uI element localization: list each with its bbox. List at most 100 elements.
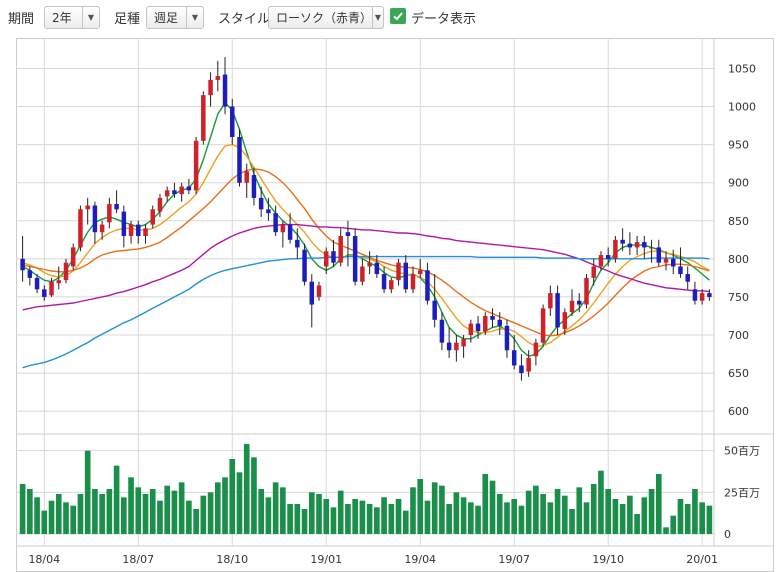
down-candle <box>331 251 336 263</box>
volume-bar <box>193 509 199 534</box>
time-tick-label: 18/10 <box>216 553 248 566</box>
down-candle <box>446 342 452 351</box>
price-tick-label: 1000 <box>728 101 756 114</box>
down-candle <box>504 325 510 351</box>
down-candle <box>114 204 119 210</box>
up-candle <box>562 312 568 329</box>
volume-bar <box>316 494 322 534</box>
period-label: 期間 <box>8 12 35 27</box>
up-candle <box>179 186 184 195</box>
volume-bar <box>287 504 293 534</box>
volume-bar <box>511 499 518 534</box>
down-candle <box>258 197 264 210</box>
down-candle <box>642 242 647 248</box>
up-candle <box>634 242 640 248</box>
volume-bar <box>229 459 236 534</box>
volume-bar <box>200 495 207 534</box>
volume-bar <box>395 499 402 534</box>
down-candle <box>172 190 177 195</box>
volume-tick-label: 50百万 <box>724 445 760 458</box>
volume-bar <box>569 509 575 534</box>
up-candle <box>417 270 423 275</box>
down-candle <box>352 236 358 282</box>
up-candle <box>78 209 83 248</box>
chart-area[interactable]: 1050 1000 950 900 850 800 750 700 650 600 50百万 25百万… <box>16 38 774 572</box>
volume-bar <box>475 505 481 534</box>
volume-bar <box>460 497 467 534</box>
up-candle <box>157 197 163 212</box>
volume-bar <box>634 514 640 534</box>
down-candle <box>425 270 430 301</box>
time-tick-label: 19/04 <box>404 553 436 566</box>
up-candle <box>201 95 206 141</box>
down-candle <box>287 224 293 240</box>
volume-bar <box>648 489 655 534</box>
down-candle <box>42 289 47 297</box>
volume-bar <box>330 507 337 534</box>
candle-type-label: 足種 <box>114 12 141 27</box>
down-candle <box>620 239 625 244</box>
candle-type-select[interactable]: 週足 ▼ <box>146 6 204 29</box>
volume-bar <box>352 499 358 534</box>
volume-bar <box>142 494 149 534</box>
volume-bar <box>272 482 279 534</box>
up-candle <box>663 258 669 263</box>
down-candle <box>20 258 25 271</box>
up-candle <box>526 357 531 372</box>
down-candle <box>605 255 611 259</box>
down-candle <box>295 239 300 248</box>
down-candle <box>692 289 698 301</box>
volume-bar <box>576 487 583 534</box>
down-candle <box>627 243 633 248</box>
volume-bar <box>706 505 713 534</box>
volume-bar <box>554 489 561 534</box>
up-candle <box>49 281 54 296</box>
up-candle <box>70 247 76 267</box>
up-candle <box>128 224 134 236</box>
moving-average-line <box>22 223 710 311</box>
volume-bar <box>504 502 510 534</box>
volume-bar <box>533 485 539 534</box>
up-candle <box>280 224 286 233</box>
up-candle <box>591 266 596 278</box>
price-tick-label: 750 <box>728 291 749 304</box>
time-tick-label: 19/10 <box>592 553 624 566</box>
down-candle <box>222 74 228 107</box>
volume-bar <box>265 497 272 534</box>
up-candle <box>63 262 69 281</box>
up-candle <box>323 251 329 267</box>
volume-bar <box>439 485 445 534</box>
volume-bar <box>670 515 677 534</box>
volume-bar <box>121 497 127 534</box>
up-candle <box>699 293 705 301</box>
volume-bar <box>77 494 84 534</box>
up-candle <box>56 280 62 284</box>
price-tick-label: 900 <box>728 177 749 190</box>
down-candle <box>27 270 33 278</box>
volume-bar <box>410 487 416 534</box>
volume-bar <box>431 482 438 534</box>
down-candle <box>345 232 351 236</box>
down-candle <box>136 224 141 236</box>
up-candle <box>454 342 459 351</box>
volume-bar <box>301 509 308 534</box>
data-display-checkbox[interactable] <box>390 8 406 24</box>
time-tick-label: 18/07 <box>122 553 154 566</box>
volume-bar <box>294 504 301 534</box>
volume-bar <box>417 479 424 534</box>
volume-bar <box>345 504 351 534</box>
up-candle <box>598 255 604 267</box>
volume-bar <box>525 490 532 534</box>
volume-bar <box>699 502 705 534</box>
up-candle <box>244 171 249 183</box>
period-select[interactable]: 2年 ▼ <box>44 6 100 29</box>
price-tick-label: 700 <box>728 329 749 342</box>
price-tick-label: 800 <box>728 253 749 266</box>
up-candle <box>410 274 416 290</box>
volume-bar <box>518 505 525 534</box>
style-select[interactable]: ローソク（赤青） ▼ <box>268 6 384 29</box>
volume-bar <box>251 457 257 534</box>
up-candle <box>215 76 221 80</box>
chart-toolbar: 期間 2年 ▼ 足種 週足 ▼ スタイル ローソク（赤青） ▼ データ表示 <box>0 0 783 34</box>
volume-bar <box>583 502 590 534</box>
